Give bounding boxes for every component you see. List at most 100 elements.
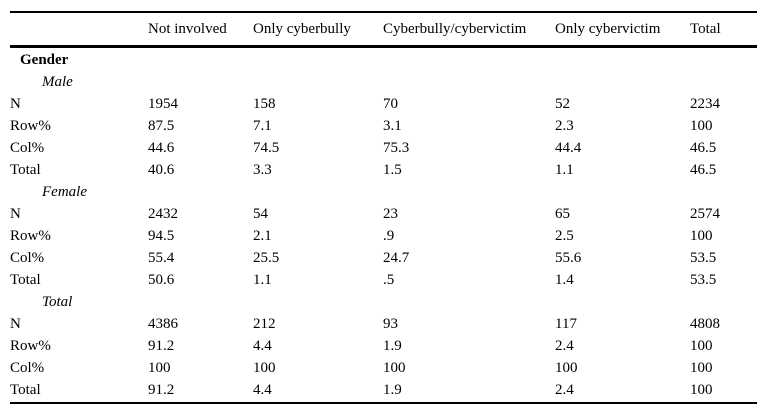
value-cell: 158 (253, 96, 276, 112)
row-label: Col% (10, 250, 45, 266)
value-cell: 1.9 (383, 338, 402, 354)
table-row: N 4386 212 93 117 4808 (10, 314, 757, 336)
value-cell: 40.6 (148, 162, 175, 178)
value-cell: 7.1 (253, 118, 272, 134)
value-cell: 55.4 (148, 250, 175, 266)
group-label: Male (42, 74, 73, 90)
value-cell: 2.1 (253, 228, 272, 244)
value-cell: 1.5 (383, 162, 402, 178)
value-cell: 100 (148, 360, 171, 376)
column-header-empty (10, 12, 148, 47)
value-cell: 100 (690, 118, 713, 134)
value-cell: 1.1 (253, 272, 272, 288)
row-label: Row% (10, 338, 51, 354)
row-label: N (10, 206, 21, 222)
value-cell: 46.5 (690, 162, 717, 178)
group-row-male: Male (10, 72, 757, 94)
value-cell: 50.6 (148, 272, 175, 288)
row-label: Row% (10, 118, 51, 134)
value-cell: 44.6 (148, 140, 175, 156)
value-cell: 100 (383, 360, 406, 376)
value-cell: 4.4 (253, 382, 272, 398)
value-cell: 46.5 (690, 140, 717, 156)
column-header-only-cybervictim: Only cybervictim (555, 21, 661, 37)
table-row: Col% 100 100 100 100 100 (10, 358, 757, 380)
section-title: Gender (20, 52, 69, 68)
gender-cyberbullying-crosstab-table: Not involved Only cyberbully Cyberbully/… (10, 11, 757, 404)
value-cell: 75.3 (383, 140, 410, 156)
table-row: Row% 91.2 4.4 1.9 2.4 100 (10, 336, 757, 358)
value-cell: 2432 (148, 206, 178, 222)
header-row: Not involved Only cyberbully Cyberbully/… (10, 12, 757, 47)
row-label: Col% (10, 360, 45, 376)
column-header-only-cyberbully: Only cyberbully (253, 21, 351, 37)
value-cell: 87.5 (148, 118, 175, 134)
value-cell: 2.5 (555, 228, 574, 244)
value-cell: 100 (690, 338, 713, 354)
table-row: Row% 87.5 7.1 3.1 2.3 100 (10, 116, 757, 138)
value-cell: 54 (253, 206, 268, 222)
value-cell: 1.9 (383, 382, 402, 398)
value-cell: 100 (690, 382, 713, 398)
value-cell: 3.3 (253, 162, 272, 178)
value-cell: 2.4 (555, 382, 574, 398)
value-cell: 2.3 (555, 118, 574, 134)
value-cell: 74.5 (253, 140, 280, 156)
row-label: Total (10, 272, 41, 288)
value-cell: 4386 (148, 316, 178, 332)
section-row-gender: Gender (10, 47, 757, 72)
table-row: Total 40.6 3.3 1.5 1.1 46.5 (10, 160, 757, 182)
group-row-female: Female (10, 182, 757, 204)
value-cell: .9 (383, 228, 395, 244)
value-cell: 4808 (690, 316, 720, 332)
row-label: N (10, 316, 21, 332)
value-cell: 100 (690, 360, 713, 376)
value-cell: 44.4 (555, 140, 582, 156)
value-cell: 1.1 (555, 162, 574, 178)
value-cell: 52 (555, 96, 570, 112)
column-header-total: Total (690, 21, 721, 37)
value-cell: 24.7 (383, 250, 410, 266)
table-row: N 1954 158 70 52 2234 (10, 94, 757, 116)
table-row: Total 50.6 1.1 .5 1.4 53.5 (10, 270, 757, 292)
value-cell: 55.6 (555, 250, 582, 266)
group-row-total: Total (10, 292, 757, 314)
table-row: Row% 94.5 2.1 .9 2.5 100 (10, 226, 757, 248)
column-header-cyberbully-cybervictim: Cyberbully/cybervictim (383, 21, 527, 37)
value-cell: 100 (555, 360, 578, 376)
table-row: Total 91.2 4.4 1.9 2.4 100 (10, 380, 757, 403)
row-label: Row% (10, 228, 51, 244)
column-header-not-involved: Not involved (148, 21, 227, 37)
value-cell: 117 (555, 316, 577, 332)
value-cell: 2574 (690, 206, 720, 222)
row-label: N (10, 96, 21, 112)
value-cell: 25.5 (253, 250, 280, 266)
value-cell: 1954 (148, 96, 178, 112)
value-cell: 53.5 (690, 272, 717, 288)
value-cell: 1.4 (555, 272, 574, 288)
row-label: Total (10, 382, 41, 398)
value-cell: 212 (253, 316, 276, 332)
value-cell: 70 (383, 96, 398, 112)
value-cell: 2234 (690, 96, 720, 112)
value-cell: 93 (383, 316, 398, 332)
group-label: Female (42, 184, 87, 200)
table-row: N 2432 54 23 65 2574 (10, 204, 757, 226)
value-cell: 3.1 (383, 118, 402, 134)
value-cell: 53.5 (690, 250, 717, 266)
row-label: Total (10, 162, 41, 178)
value-cell: 4.4 (253, 338, 272, 354)
table-row: Col% 44.6 74.5 75.3 44.4 46.5 (10, 138, 757, 160)
value-cell: 2.4 (555, 338, 574, 354)
value-cell: 23 (383, 206, 398, 222)
value-cell: 100 (690, 228, 713, 244)
table-container: Not involved Only cyberbully Cyberbully/… (10, 11, 757, 404)
value-cell: .5 (383, 272, 395, 288)
value-cell: 94.5 (148, 228, 175, 244)
table-row: Col% 55.4 25.5 24.7 55.6 53.5 (10, 248, 757, 270)
row-label: Col% (10, 140, 45, 156)
value-cell: 91.2 (148, 338, 175, 354)
value-cell: 65 (555, 206, 570, 222)
value-cell: 100 (253, 360, 276, 376)
value-cell: 91.2 (148, 382, 175, 398)
